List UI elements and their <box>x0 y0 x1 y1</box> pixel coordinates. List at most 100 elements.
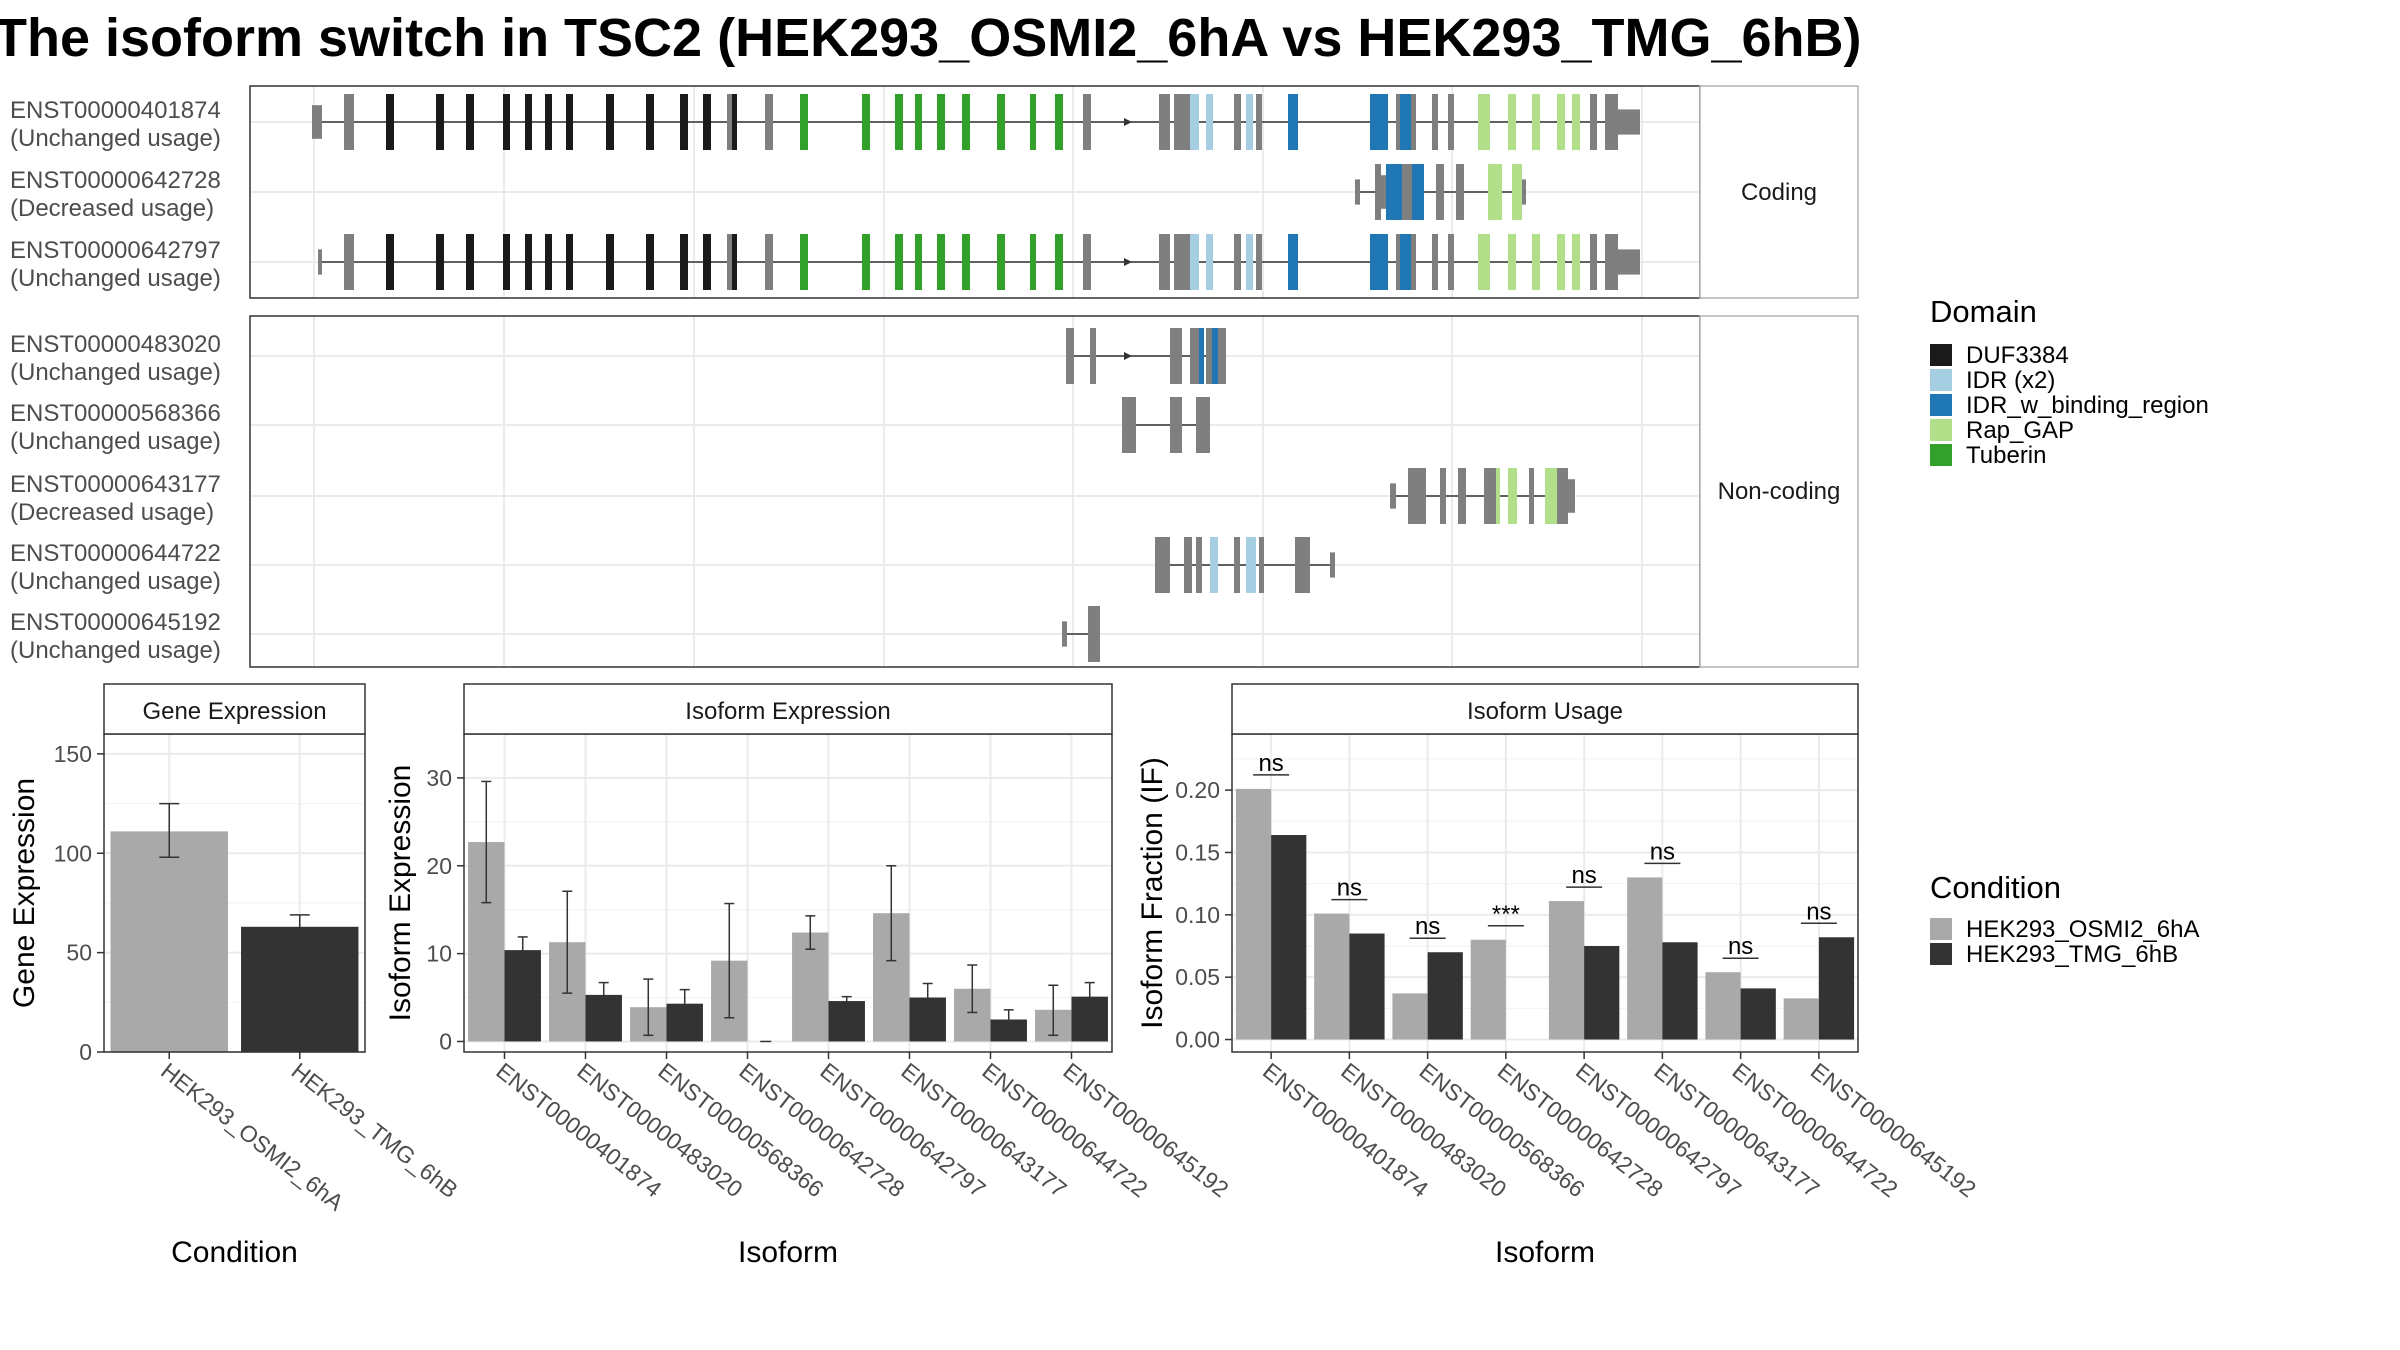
domain-legend-key <box>1930 419 1952 441</box>
panel-title: Gene Expression <box>142 698 326 725</box>
panel-title: Isoform Expression <box>685 698 890 725</box>
exon <box>1432 94 1438 150</box>
transcript-id: ENST00000483020 <box>10 331 221 358</box>
y-tick-label: 20 <box>426 853 452 879</box>
exon <box>1381 175 1386 209</box>
error-bar <box>1003 1009 1014 1030</box>
domain-exon <box>1488 164 1502 220</box>
domain-exon <box>1190 234 1199 290</box>
domain-exon <box>1400 94 1411 150</box>
facet-panel-border <box>249 315 1701 668</box>
domain-exon <box>1246 234 1253 290</box>
domain-legend-key <box>1930 344 1952 366</box>
domain-exon <box>1199 328 1204 384</box>
transcript-id: ENST00000644722 <box>10 540 221 567</box>
exon <box>1436 164 1444 220</box>
exon <box>765 94 773 150</box>
exon <box>1159 234 1170 290</box>
condition-legend-key <box>1930 918 1952 940</box>
significance-label: ns <box>1258 750 1283 777</box>
transcript-id: ENST00000643177 <box>10 471 221 498</box>
error-bar <box>679 988 690 1019</box>
significance-label: ns <box>1728 933 1753 960</box>
significance-label: ns <box>1650 838 1675 865</box>
transcript-label: ENST00000644722 (Unchanged usage) <box>10 540 221 595</box>
panel-title: Isoform Usage <box>1467 698 1623 725</box>
bar <box>1271 835 1307 1040</box>
exon <box>1522 179 1526 205</box>
transcript-row: ENST00000643177 (Decreased usage) <box>10 468 1575 526</box>
domain-legend-label: Rap_GAP <box>1966 417 2074 444</box>
transcript-usage-label: (Unchanged usage) <box>10 428 221 455</box>
domain-exon <box>606 234 614 290</box>
domain-exon <box>1246 94 1253 150</box>
significance-annotations: ns ns ns *** ns ns ns ns <box>1253 750 1837 960</box>
bar <box>1584 946 1620 1040</box>
exon <box>1590 234 1597 290</box>
domain-exon <box>800 234 808 290</box>
domain-exon <box>1512 164 1522 220</box>
exon <box>1234 234 1241 290</box>
exon <box>1122 397 1136 453</box>
exon <box>1218 328 1226 384</box>
y-axis-label: Gene Expression <box>8 778 41 1008</box>
exon <box>1402 164 1412 220</box>
exon <box>1066 328 1074 384</box>
y-tick-label: 0 <box>439 1028 452 1054</box>
bars <box>110 802 359 1052</box>
domain-exon <box>1212 328 1218 384</box>
domain-exon <box>1412 164 1424 220</box>
transcript-usage-label: (Decreased usage) <box>10 499 214 526</box>
exon <box>1448 94 1454 150</box>
domain-exon <box>997 94 1005 150</box>
domain-legend-key <box>1930 369 1952 391</box>
exon <box>1484 468 1496 524</box>
domain-exon <box>1532 234 1540 290</box>
bars <box>1235 788 1855 1040</box>
significance-label: ns <box>1337 875 1362 902</box>
exon <box>765 234 773 290</box>
domain-exon <box>937 94 945 150</box>
condition-legend-key <box>1930 943 1952 965</box>
exon <box>1618 109 1640 135</box>
y-tick-label: 150 <box>54 741 92 767</box>
domain-legend-label: Tuberin <box>1966 442 2046 469</box>
transcript-row: ENST00000642797 (Unchanged usage) <box>10 234 1640 292</box>
exon <box>1090 328 1096 384</box>
bar <box>241 926 359 1052</box>
domain-exon <box>732 94 737 150</box>
transcript-usage-label: (Unchanged usage) <box>10 125 221 152</box>
exon <box>312 105 322 139</box>
strand-arrow <box>1124 352 1132 360</box>
exon <box>1155 537 1170 593</box>
exon <box>1396 234 1400 290</box>
domain-legend-key <box>1930 394 1952 416</box>
exon <box>1083 234 1091 290</box>
domain-exon <box>525 94 532 150</box>
significance-label: ns <box>1571 862 1596 889</box>
domain-exon <box>703 94 711 150</box>
domain-exon <box>1030 94 1036 150</box>
error-bar <box>967 964 978 1014</box>
domain-legend-label: IDR (x2) <box>1966 367 2055 394</box>
exon <box>1618 249 1640 275</box>
transcript-label: ENST00000642797 (Unchanged usage) <box>10 237 221 292</box>
exon <box>1355 179 1360 205</box>
exon <box>1568 479 1575 513</box>
exon <box>1234 537 1240 593</box>
domain-exon <box>545 234 552 290</box>
transcript-label: ENST00000401874 (Unchanged usage) <box>10 97 221 152</box>
error-bar <box>481 780 492 904</box>
significance-label: ns <box>1806 898 1831 925</box>
exon <box>1206 328 1212 384</box>
y-axis: 0 10 20 30 Isoform Expression <box>384 765 464 1054</box>
bar <box>1818 937 1855 1040</box>
exon <box>1448 234 1454 290</box>
panel-strip <box>103 683 366 735</box>
domain-exon <box>1210 537 1218 593</box>
transcript-id: ENST00000642728 <box>10 167 221 194</box>
domain-exon <box>386 94 394 150</box>
